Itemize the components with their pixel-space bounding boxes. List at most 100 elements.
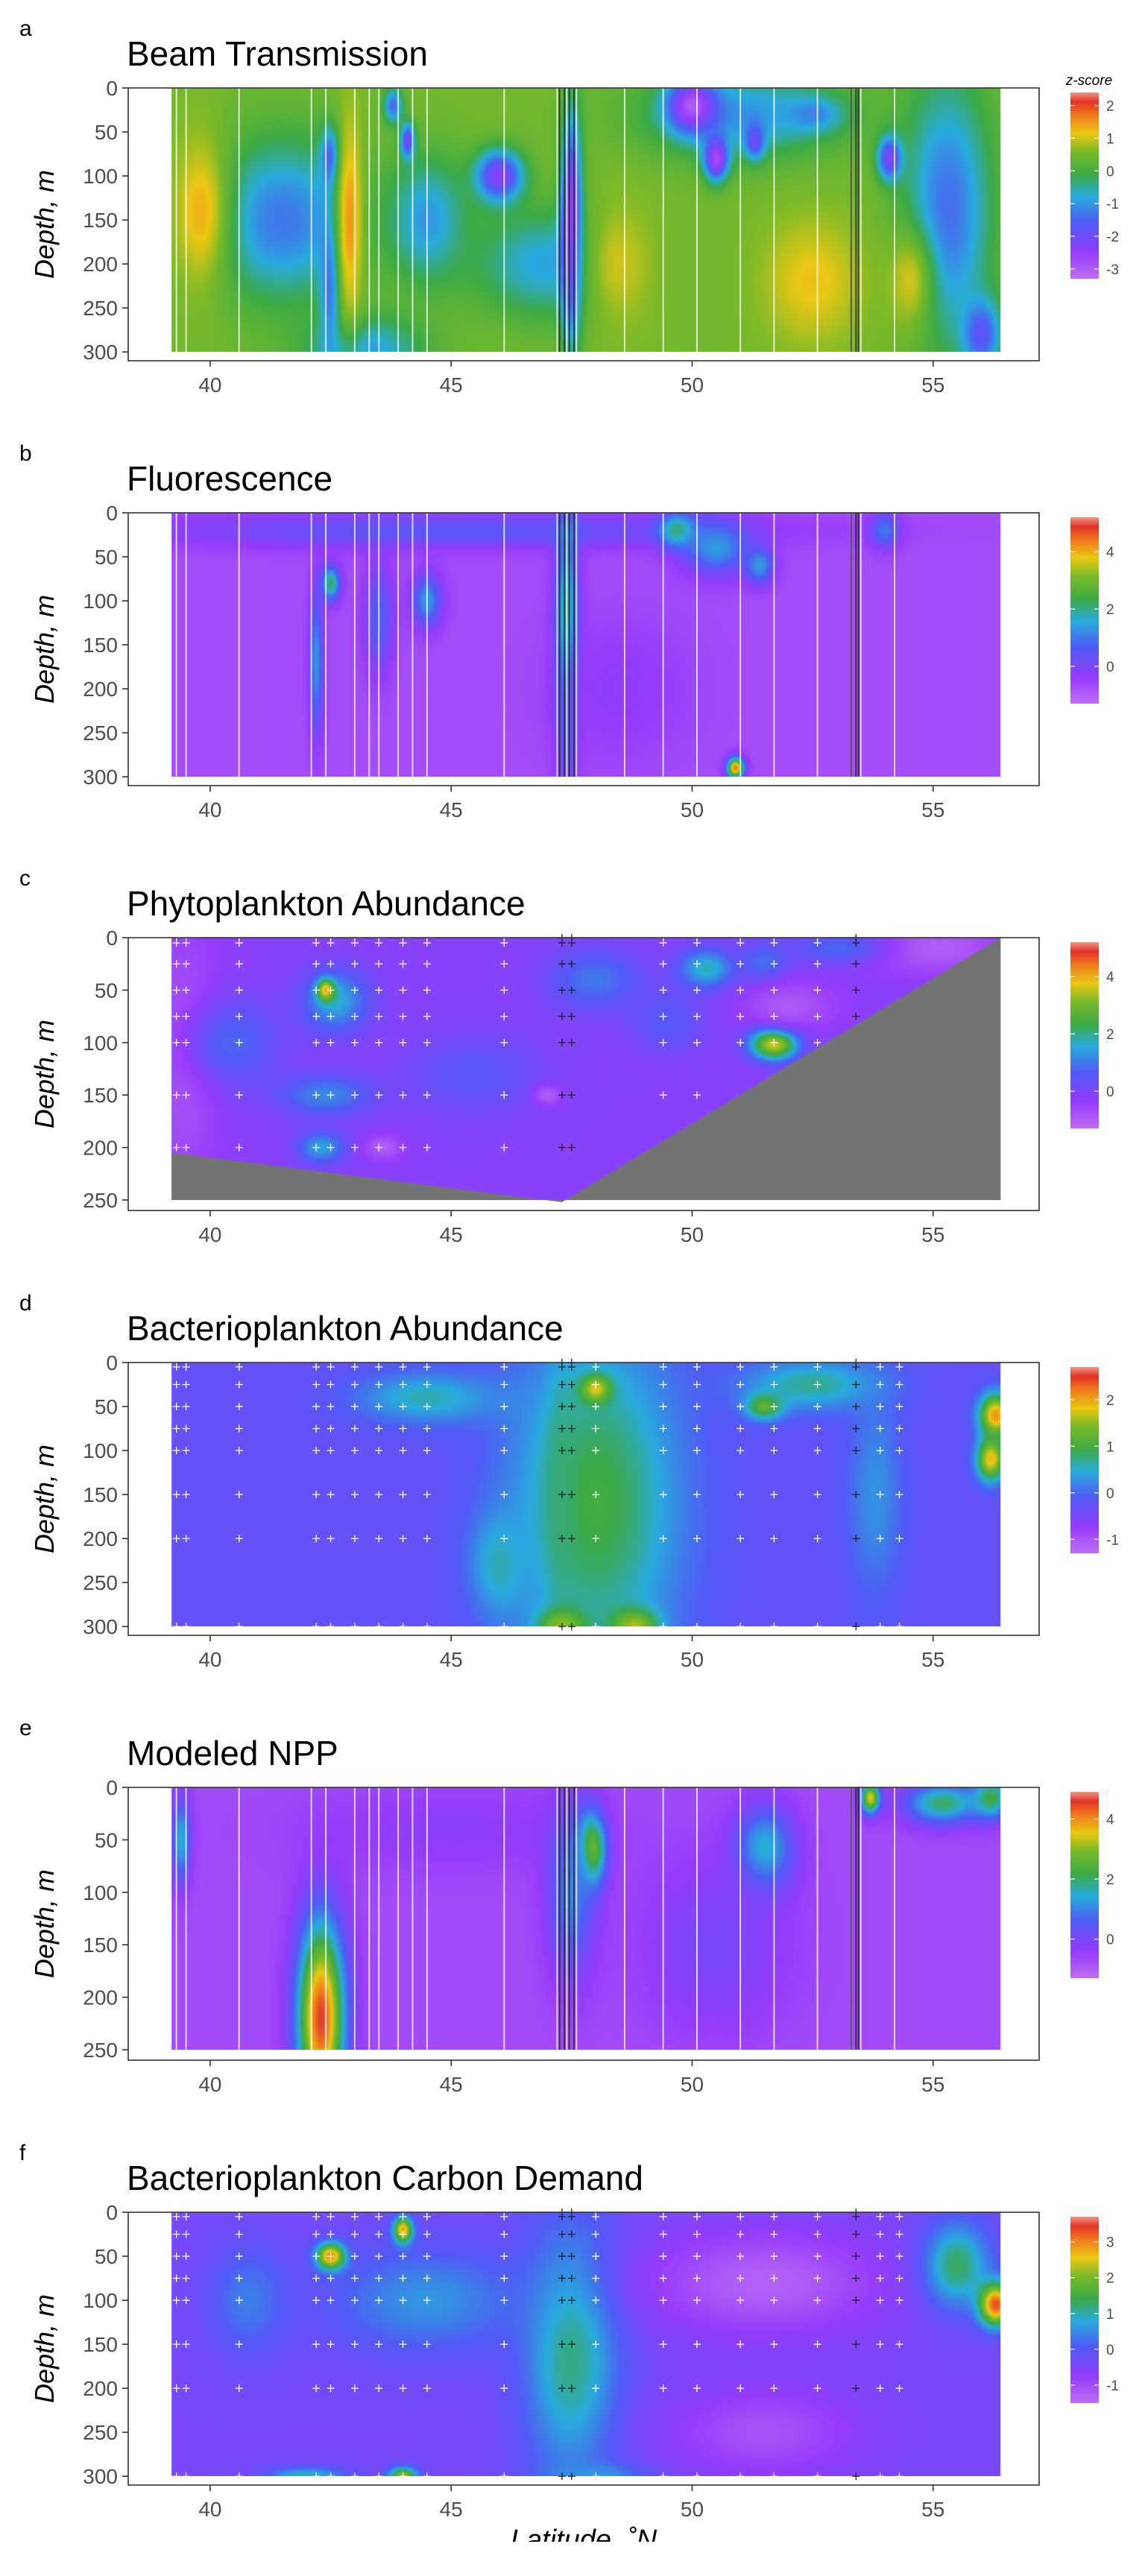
panel-letter: b	[19, 441, 32, 466]
y-axis-label: Depth, m	[29, 170, 60, 279]
x-tick-label: 40	[198, 1223, 221, 1246]
y-tick-label: 0	[106, 502, 118, 525]
x-axis-label: Latitude, ˚N	[511, 2525, 657, 2542]
y-tick-label: 300	[83, 341, 118, 364]
colorbar-tick-label: 0	[1106, 1486, 1114, 1502]
x-tick-label: 45	[440, 2073, 463, 2096]
x-tick-label: 40	[198, 2498, 221, 2521]
colorbar-tick-label: 1	[1106, 2307, 1114, 2323]
y-tick-label: 50	[95, 546, 118, 569]
y-axis-label: Depth, m	[29, 1869, 60, 1978]
panel-b: b Fluorescence 0 50 100 150 200 250 300 40 45 50 55 D…	[0, 425, 1145, 842]
y-tick-label: 250	[83, 1189, 118, 1212]
panel-letter: d	[19, 1291, 32, 1316]
y-tick-label: 150	[83, 209, 118, 232]
panel-letter: c	[19, 866, 31, 891]
heatmap-field	[171, 1787, 1001, 2050]
y-tick-label: 50	[95, 1828, 118, 1852]
panel-letter: a	[19, 16, 32, 41]
y-tick-label: 150	[83, 634, 118, 657]
x-tick-label: 45	[440, 373, 463, 397]
y-tick-label: 150	[83, 1933, 118, 1957]
y-tick-label: 200	[83, 678, 118, 701]
x-tick-label: 40	[198, 1648, 221, 1671]
plot-frame	[127, 1362, 1040, 1636]
y-axis-label: Depth, m	[29, 2294, 60, 2403]
panel-letter: f	[19, 2141, 26, 2165]
x-tick-label: 50	[681, 2498, 704, 2521]
plot-frame	[127, 2212, 1040, 2486]
y-axis-label: Depth, m	[29, 595, 60, 704]
panel-c: c Phytoplankton Abundance 0 50 100 150 200 250 4…	[0, 850, 1145, 1267]
colorbar-tick-label: 4	[1106, 545, 1114, 561]
panel-a: a Beam Transmission 0 50 100 150 200 250 300 40 45…	[0, 0, 1145, 417]
x-tick-label: 50	[681, 373, 704, 397]
y-tick-label: 100	[83, 1439, 118, 1462]
colorbar	[1070, 517, 1099, 704]
y-tick-label: 0	[106, 1776, 118, 1799]
colorbar-tick-label: 4	[1106, 1812, 1114, 1828]
colorbar-tick-label: 2	[1106, 1393, 1114, 1409]
colorbar-tick-label: -1	[1106, 2378, 1119, 2394]
y-tick-label: 200	[83, 2377, 118, 2400]
colorbar-tick-label: 2	[1106, 99, 1114, 115]
y-tick-label: 250	[83, 722, 118, 745]
heatmap-field	[171, 513, 1001, 777]
colorbar	[1070, 1792, 1099, 1978]
x-tick-label: 50	[681, 1223, 704, 1246]
colorbar-tick-label: 0	[1106, 660, 1114, 675]
y-tick-label: 0	[106, 77, 118, 100]
colorbar-tick-label: 2	[1106, 602, 1114, 618]
y-tick-label: 300	[83, 765, 118, 789]
y-tick-label: 50	[95, 2245, 118, 2268]
x-tick-label: 50	[681, 1648, 704, 1671]
panel-e: e Modeled NPP 0 50 100 150 200 250 40 45 50 55 Depth…	[0, 1699, 1145, 2117]
colorbar-tick-label: 1	[1106, 1439, 1114, 1455]
y-tick-label: 100	[83, 165, 118, 188]
y-tick-label: 150	[83, 1084, 118, 1107]
colorbar-tick-label: -2	[1106, 230, 1119, 245]
x-tick-label: 50	[681, 2073, 704, 2096]
y-tick-label: 50	[95, 979, 118, 1002]
y-tick-label: 150	[83, 1483, 118, 1506]
x-tick-label: 45	[440, 1648, 463, 1671]
y-tick-label: 200	[83, 1137, 118, 1160]
panel-f: f Bacterioplankton Carbon Demand 0 50 100 150…	[0, 2124, 1145, 2542]
y-axis-label: Depth, m	[29, 1445, 60, 1553]
x-tick-label: 45	[440, 2498, 463, 2521]
y-tick-label: 250	[83, 297, 118, 320]
colorbar-tick-label: -1	[1106, 1532, 1119, 1548]
colorbar-tick-label: 3	[1106, 2235, 1114, 2251]
x-tick-label: 55	[921, 373, 944, 397]
y-tick-label: 0	[106, 2201, 118, 2224]
plot-frame	[127, 512, 1040, 786]
colorbar-tick-label: 4	[1106, 970, 1114, 985]
plot-frame	[127, 1787, 1040, 2061]
colorbar	[1070, 2217, 1099, 2403]
x-tick-label: 55	[921, 2073, 944, 2096]
x-tick-label: 55	[921, 2498, 944, 2521]
colorbar-tick-label: 2	[1106, 1027, 1114, 1043]
x-tick-label: 50	[681, 798, 704, 821]
x-tick-label: 45	[440, 798, 463, 821]
y-tick-label: 150	[83, 2333, 118, 2356]
x-tick-label: 40	[198, 798, 221, 821]
colorbar-tick-label: 0	[1106, 1085, 1114, 1100]
colorbar-tick-label: 1	[1106, 131, 1114, 147]
y-tick-label: 250	[83, 2039, 118, 2062]
colorbar	[1070, 92, 1099, 279]
panel-title: Phytoplankton Abundance	[127, 884, 526, 923]
y-tick-label: 200	[83, 1527, 118, 1550]
x-tick-label: 45	[440, 1223, 463, 1246]
y-tick-label: 0	[106, 926, 118, 950]
y-tick-label: 300	[83, 1615, 118, 1638]
panel-title: Fluorescence	[127, 459, 332, 498]
y-tick-label: 100	[83, 2289, 118, 2312]
colorbar-tick-label: 0	[1106, 164, 1114, 180]
panel-letter: e	[19, 1716, 32, 1740]
